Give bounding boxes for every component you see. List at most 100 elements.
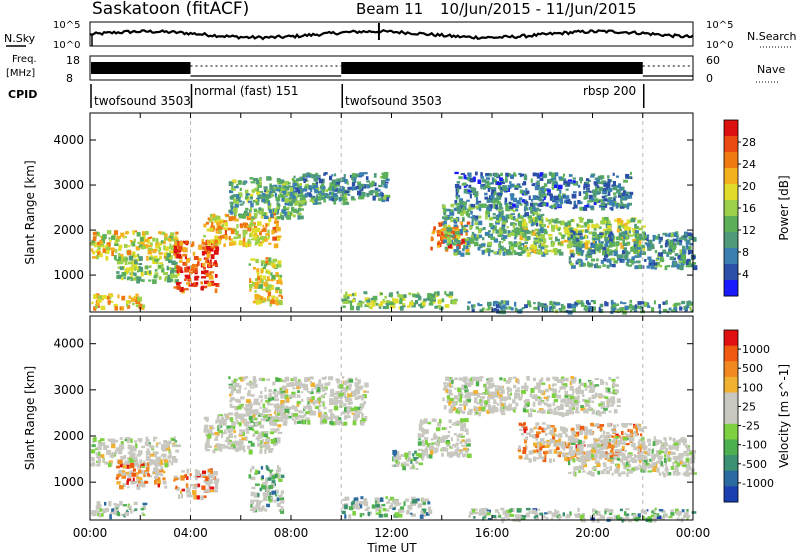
echo-cell <box>98 442 101 447</box>
cpid-segment-2: normal (fast) 151 <box>194 84 298 98</box>
echo-cell <box>628 226 632 232</box>
echo-cell <box>264 190 267 193</box>
echo-cell <box>485 177 491 180</box>
echo-cell <box>419 514 424 519</box>
echo-cell <box>403 501 406 507</box>
noise-right-tick-low: 10^0 <box>706 40 733 51</box>
echo-cell <box>266 237 270 240</box>
echo-cell <box>570 242 576 247</box>
echo-cell <box>442 397 445 402</box>
echo-cell <box>228 216 233 222</box>
echo-cell <box>119 437 123 440</box>
echo-cell <box>336 178 341 183</box>
echo-cell <box>278 181 281 185</box>
echo-cell <box>280 500 285 503</box>
echo-cell <box>264 482 268 486</box>
echo-cell <box>136 232 141 237</box>
echo-cell <box>541 213 545 216</box>
echo-cell <box>201 250 205 256</box>
echo-cell <box>505 214 510 219</box>
echo-cell <box>436 436 439 440</box>
echo-cell <box>625 252 629 256</box>
echo-cell <box>681 235 686 240</box>
echo-cell <box>102 295 107 299</box>
echo-cell <box>172 442 176 445</box>
echo-cell <box>268 397 272 402</box>
ytick-label: 3000 <box>53 178 84 192</box>
echo-cell <box>344 179 348 184</box>
echo-cell <box>141 512 144 516</box>
echo-cell <box>562 194 566 199</box>
echo-cell <box>249 209 252 213</box>
echo-cell <box>245 242 249 248</box>
echo-cell <box>218 424 221 429</box>
echo-cell <box>341 298 347 303</box>
echo-cell <box>250 420 254 424</box>
echo-cell <box>537 396 541 399</box>
echo-cell <box>461 210 467 214</box>
echo-cell <box>136 266 141 271</box>
echo-cell <box>221 433 224 438</box>
echo-cell <box>284 414 289 420</box>
echo-cell <box>510 222 515 226</box>
echo-cell <box>617 222 622 225</box>
echo-cell <box>268 469 274 472</box>
echo-cell <box>421 452 425 458</box>
echo-cell <box>281 385 287 391</box>
echo-cell <box>334 173 337 177</box>
echo-cell <box>272 265 276 268</box>
echo-cell <box>693 237 697 242</box>
echo-cell <box>207 282 212 287</box>
echo-cell <box>120 463 124 468</box>
echo-cell <box>392 449 398 455</box>
echo-cell <box>146 255 149 261</box>
echo-cell <box>566 398 571 403</box>
echo-cell <box>547 192 552 196</box>
echo-cell <box>653 300 656 305</box>
echo-cell <box>114 449 118 455</box>
echo-cell <box>405 456 411 459</box>
echo-cell <box>549 194 554 199</box>
echo-cell <box>678 240 683 243</box>
echo-cell <box>619 192 625 197</box>
echo-cell <box>396 291 399 294</box>
echo-cell <box>156 442 159 447</box>
echo-cell <box>551 224 555 230</box>
echo-cell <box>249 193 254 197</box>
echo-cell <box>656 261 660 266</box>
echo-cell <box>347 186 353 190</box>
echo-cell <box>279 275 283 278</box>
echo-cell <box>266 189 271 193</box>
date-range: 10/Jun/2015 - 11/Jun/2015 <box>440 0 637 18</box>
echo-cell <box>217 428 220 432</box>
echo-cell <box>280 490 284 494</box>
echo-cell <box>321 194 326 197</box>
echo-cell <box>572 177 576 180</box>
echo-cell <box>493 238 498 243</box>
echo-cell <box>132 302 135 306</box>
echo-cell <box>492 191 495 196</box>
echo-cell <box>385 303 390 306</box>
echo-cell <box>566 181 571 186</box>
echo-cell <box>195 483 199 488</box>
echo-cell <box>235 230 239 236</box>
echo-cell <box>262 236 268 241</box>
echo-cell <box>635 226 639 230</box>
echo-cell <box>287 199 292 204</box>
echo-cell <box>175 485 178 489</box>
echo-cell <box>208 429 213 433</box>
echo-cell <box>278 294 283 297</box>
echo-cell <box>399 297 403 302</box>
echo-cell <box>147 462 150 467</box>
echo-cell <box>126 480 129 485</box>
echo-cell <box>510 196 514 201</box>
echo-cell <box>195 477 198 481</box>
echo-cell <box>626 241 631 244</box>
echo-cell <box>593 300 596 305</box>
echo-cell <box>532 172 537 177</box>
echo-cell <box>587 302 591 306</box>
echo-cell <box>552 199 557 203</box>
echo-cell <box>255 258 259 264</box>
echo-cell <box>267 477 272 481</box>
echo-cell <box>110 441 116 444</box>
